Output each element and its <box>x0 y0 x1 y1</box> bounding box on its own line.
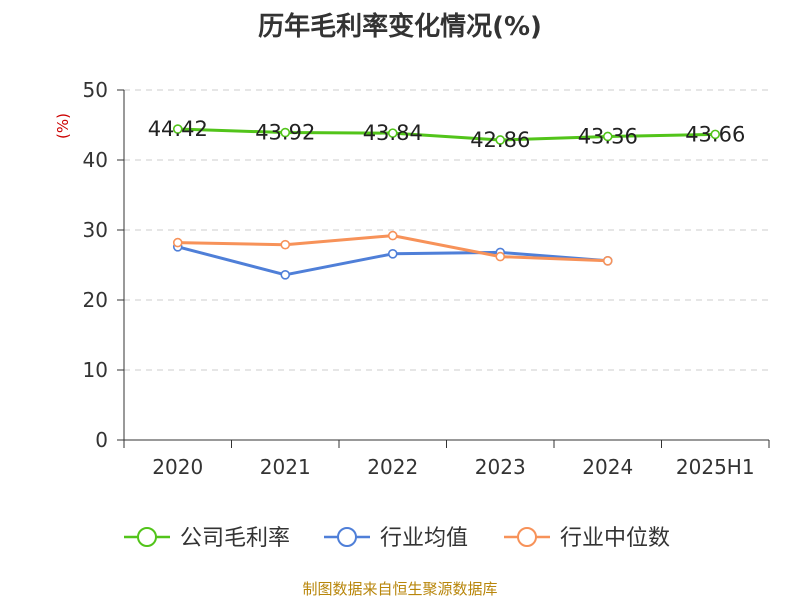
x-tick-label: 2024 <box>582 455 633 479</box>
y-tick-label: 0 <box>95 428 108 452</box>
data-point <box>387 249 398 259</box>
legend-label: 行业中位数 <box>560 526 670 551</box>
data-point <box>280 239 291 250</box>
data-point <box>172 124 183 134</box>
legend-marker <box>337 527 357 547</box>
y-tick-label: 30 <box>83 218 108 242</box>
data-point <box>387 230 398 241</box>
data-point <box>710 129 721 140</box>
data-point <box>172 237 183 248</box>
data-point <box>495 251 506 262</box>
data-point <box>280 127 291 138</box>
series-line <box>177 127 716 142</box>
data-label: 43.36 <box>578 124 638 148</box>
x-tick-label: 2023 <box>475 455 526 479</box>
y-axis-label: (%) <box>54 113 72 139</box>
data-label: 43.66 <box>685 122 745 146</box>
chart-title: 历年毛利率变化情况(%) <box>258 12 542 42</box>
x-tick-label: 2020 <box>152 455 203 479</box>
legend-label: 公司毛利率 <box>180 526 290 551</box>
data-label: 42.86 <box>470 128 530 152</box>
y-tick-label: 10 <box>83 358 108 382</box>
data-point <box>495 135 506 145</box>
data-point <box>602 131 613 142</box>
x-tick-label: 2025H1 <box>676 455 755 479</box>
data-label: 43.92 <box>255 121 315 145</box>
data-point <box>602 255 613 266</box>
data-label: 43.84 <box>363 121 423 145</box>
legend-label: 行业均值 <box>380 526 468 551</box>
x-tick-label: 2021 <box>260 455 311 479</box>
data-point <box>280 269 291 280</box>
legend-marker <box>517 527 537 547</box>
y-tick-label: 40 <box>83 148 108 172</box>
legend-marker <box>137 527 157 547</box>
data-point <box>387 128 398 138</box>
x-tick-label: 2022 <box>367 455 418 479</box>
source-note: 制图数据来自恒生聚源数据库 <box>302 580 498 598</box>
y-tick-label: 20 <box>83 288 108 312</box>
data-label: 44.42 <box>148 117 208 141</box>
y-tick-label: 50 <box>83 78 108 102</box>
